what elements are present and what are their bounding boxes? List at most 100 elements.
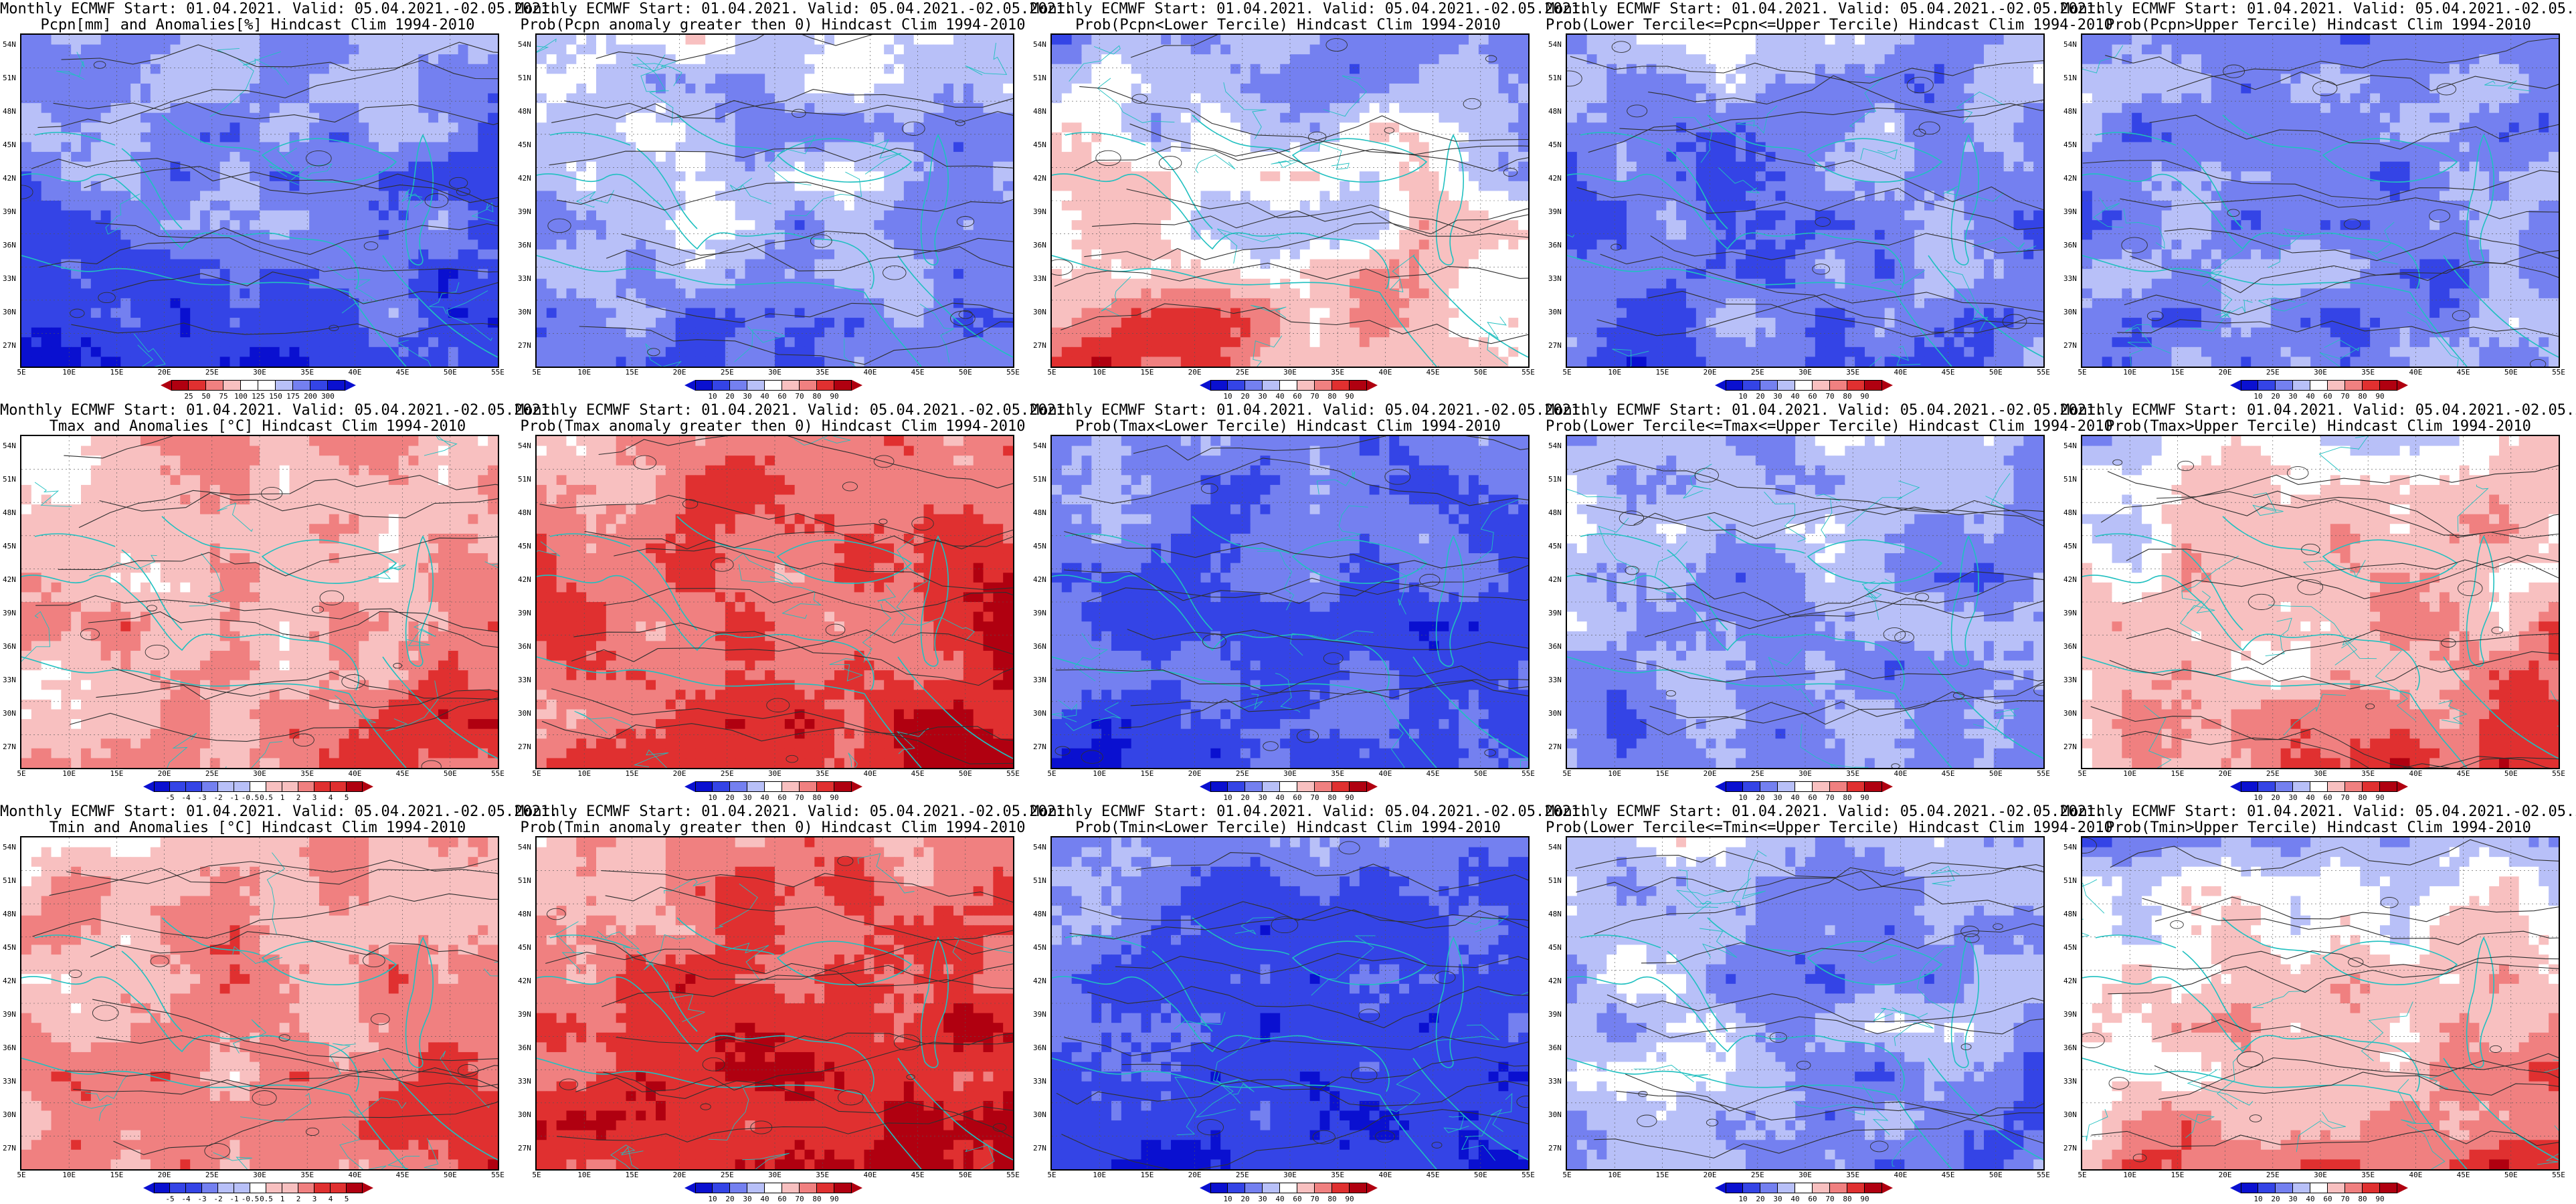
colorbar-segment [2328,1183,2345,1193]
colorbar-segment [1350,1183,1367,1193]
colorbar-tick-label: 60 [2323,392,2332,401]
colorbar-tick-label: 90 [1860,793,1869,802]
longitude-label: 10E [1093,368,1106,377]
coastlines [2082,879,2559,1169]
colorbar-tick-label: 3 [312,1195,317,1203]
colorbar-tick-label: 2 [296,1195,301,1203]
longitude-label: 10E [1608,368,1621,377]
colorbar-tick-label: 3 [312,793,317,802]
colorbar-tick-label: 60 [1808,793,1817,802]
latitude-label: 27N [1033,742,1046,751]
colorbar-segment [834,781,852,792]
colorbar-segment [2293,1183,2310,1193]
colorbar-segment [782,1183,800,1193]
colorbar-segment [331,1183,347,1193]
colorbar-left-arrow [2230,781,2241,792]
colorbar-labels: 10 20 30 40 60 70 80 90 [2241,1195,2397,1204]
colorbar-segment [2293,380,2310,391]
colorbar-segment [1847,380,1865,391]
colorbar-tick-label: 70 [1825,1195,1834,1203]
colorbar-tick-label: -2 [213,793,222,802]
forecast-map [535,33,1014,368]
colorbar-tick-label: 30 [1258,1195,1267,1203]
latitude-label: 54N [518,843,531,851]
colorbar [684,781,862,792]
colorbar-tick-label: 80 [812,392,821,401]
latitude-label: 48N [3,910,16,918]
colorbar-tick-label: 90 [2375,793,2384,802]
longitude-label: 40E [2409,1171,2422,1179]
colorbar-segment [234,781,250,792]
colorbar-segment [834,1183,852,1193]
longitude-label: 40E [2409,368,2422,377]
colorbar-tick-label: 80 [1327,1195,1336,1203]
latitude-label: 36N [3,642,16,651]
colorbar-tick-label: 60 [1808,1195,1817,1203]
colorbar [684,380,862,391]
colorbar-tick-label: 40 [1275,793,1284,802]
latitude-label: 45N [518,140,531,149]
colorbar-segment [206,380,223,391]
colorbar-left-arrow [161,380,171,391]
colorbar-segment [258,380,276,391]
colorbar-segment [1210,1183,1228,1193]
colorbar-tick-label: 70 [1310,1195,1319,1203]
longitude-label: 50E [959,1171,972,1179]
longitude-label: 55E [2037,368,2050,377]
longitude-label: 30E [2314,769,2327,778]
panel-title-line2: Tmin and Anomalies [°C] Hindcast Clim 19… [0,820,515,836]
colorbar-tick-label: 60 [777,1195,786,1203]
colorbar-segment [2328,781,2345,792]
coastlines [1567,850,2043,1169]
colorbar-segment [218,1183,234,1193]
coastlines [1052,470,1528,768]
colorbar [1715,1183,1893,1193]
colorbar-segment [1778,781,1795,792]
colorbar-tick-label: 80 [1843,1195,1851,1203]
longitude-label: 5E [1047,769,1056,778]
colorbar-tick-label: 30 [1258,392,1267,401]
latitude-label: 48N [2063,107,2077,116]
colorbar-tick-label: 2 [296,793,301,802]
colorbar-segment [1280,380,1297,391]
longitude-label: 55E [2552,769,2565,778]
latitude-label: 48N [1033,107,1046,116]
latitude-label: 30N [518,709,531,718]
colorbar-tick-label: 4 [329,793,333,802]
latitude-label: 54N [1548,441,1562,450]
colorbar [2230,380,2408,391]
panel-title-line2: Prob(Tmin>Upper Tercile) Hindcast Clim 1… [2061,820,2576,836]
colorbar-segment [1315,781,1332,792]
longitude-label: 30E [1283,1171,1297,1179]
colorbar-segment [2258,380,2276,391]
map-panel: Monthly ECMWF Start: 01.04.2021. Valid: … [515,401,1073,803]
colorbar-left-arrow [143,781,154,792]
latitude-label: 45N [518,943,531,952]
longitude-label: 25E [721,769,734,778]
colorbar-tick-label: 4 [329,1195,333,1203]
map-panel: Monthly ECMWF Start: 01.04.2021. Valid: … [0,401,558,803]
latitude-label: 36N [518,241,531,249]
longitude-label: 50E [1474,1171,1487,1179]
longitude-label: 35E [1331,368,1344,377]
longitude-label: 45E [1942,1171,1955,1179]
longitude-label: 20E [2219,1171,2232,1179]
panel-title-line1: Monthly ECMWF Start: 01.04.2021. Valid: … [1546,804,2104,820]
colorbar-labels: 10 20 30 40 60 70 80 90 [1210,793,1367,803]
shaded-field [2082,35,2559,367]
colorbar-segment [276,380,293,391]
longitude-label: 20E [2219,769,2232,778]
colorbar-tick-label: 80 [1843,392,1851,401]
contour-lines [2082,37,2559,367]
contour-lines [547,35,1013,365]
colorbar-segment [186,781,202,792]
colorbar-tick-label: 25 [184,392,193,401]
latitude-label: 33N [1033,1077,1046,1086]
panel-title-line1: Monthly ECMWF Start: 01.04.2021. Valid: … [2061,804,2576,820]
longitude-label: 15E [110,769,123,778]
longitude-label: 35E [1846,769,1859,778]
colorbar-labels: 25 50 75 100 125 150 175 200 300 [171,392,345,401]
panel-title-line1: Monthly ECMWF Start: 01.04.2021. Valid: … [1546,1,2104,17]
colorbar-segment [1795,781,1813,792]
colorbar-tick-label: -1 [229,1195,238,1203]
